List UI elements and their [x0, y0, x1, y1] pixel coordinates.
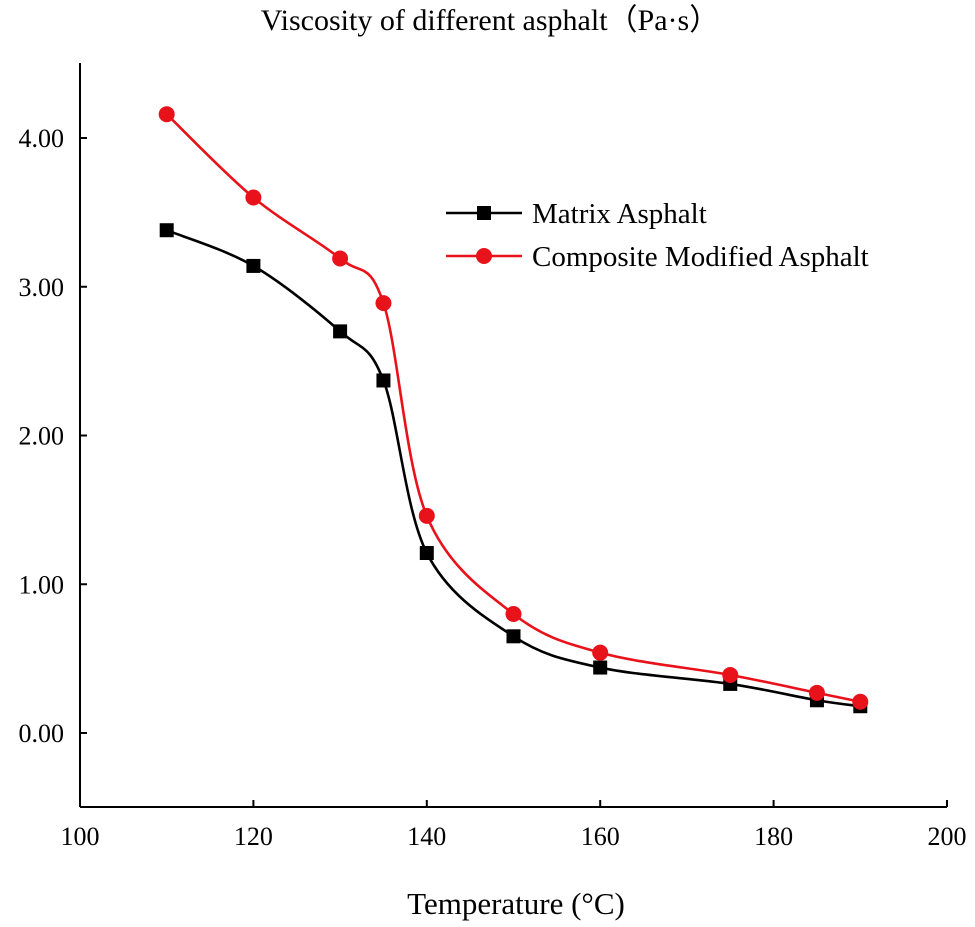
data-point-marker — [333, 324, 348, 339]
series-line — [166, 229, 861, 708]
data-point-marker — [852, 693, 869, 710]
data-series — [158, 106, 869, 714]
data-point-marker — [245, 189, 262, 206]
x-tick-label: 100 — [61, 822, 100, 851]
data-point-marker — [375, 295, 392, 312]
legend-item: Composite Modified Asphalt — [446, 241, 869, 273]
series-line — [165, 113, 861, 704]
data-point-marker — [808, 684, 825, 701]
chart-title: Viscosity of different asphalt（Pa·s） — [261, 4, 719, 37]
data-point-marker — [418, 507, 435, 524]
data-point-marker — [592, 644, 609, 661]
x-tick-label: 120 — [234, 822, 273, 851]
x-tick-label: 140 — [407, 822, 446, 851]
y-tick-label: 2.00 — [19, 422, 65, 451]
x-tick-label: 180 — [754, 822, 793, 851]
x-axis-label: Temperature (°C) — [407, 886, 625, 921]
x-axis-ticks: 100 120 140 160 180 200 — [61, 800, 967, 851]
legend-marker — [476, 248, 492, 264]
y-axis-ticks: 0.00 1.00 2.00 3.00 4.00 — [19, 124, 87, 748]
y-tick-label: 3.00 — [19, 273, 65, 302]
data-point-marker — [506, 629, 521, 644]
data-point-marker — [376, 373, 391, 388]
data-point-marker — [419, 546, 434, 561]
data-point-marker — [158, 106, 175, 123]
series-matrix-asphalt — [159, 223, 868, 714]
legend-item: Matrix Asphalt — [446, 198, 707, 230]
data-point-marker — [722, 666, 739, 683]
legend-label: Composite Modified Asphalt — [532, 241, 869, 273]
legend-marker — [477, 206, 491, 220]
y-tick-label: 4.00 — [19, 124, 65, 153]
data-point-marker — [332, 250, 349, 267]
data-point-marker — [246, 258, 261, 273]
data-point-marker — [505, 606, 522, 622]
legend: Matrix Asphalt Composite Modified Asphalt — [446, 198, 869, 273]
legend-label: Matrix Asphalt — [532, 198, 707, 230]
series-composite-modified-asphalt — [158, 106, 869, 710]
data-point-marker — [593, 660, 608, 675]
y-tick-label: 0.00 — [19, 719, 65, 748]
x-tick-label: 160 — [581, 822, 620, 851]
y-tick-label: 1.00 — [19, 570, 65, 599]
x-tick-label: 200 — [928, 822, 967, 851]
data-point-marker — [159, 223, 174, 238]
